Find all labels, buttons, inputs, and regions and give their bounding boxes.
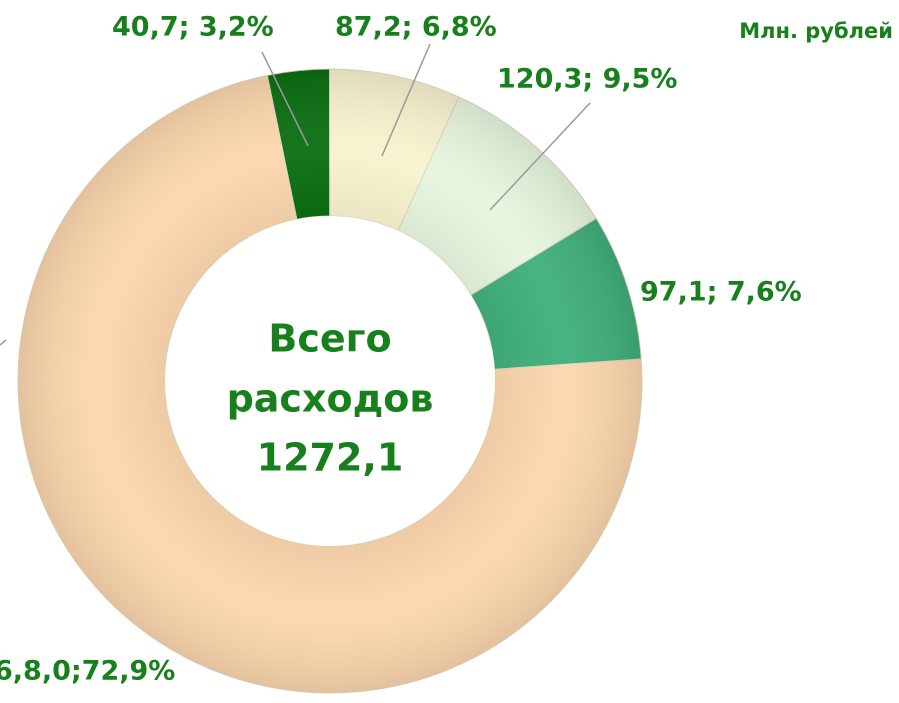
leader-line [381, 43, 431, 157]
center-label: Всего [268, 317, 391, 361]
leader-line [261, 51, 309, 147]
leader-line [489, 102, 591, 211]
center-label: расходов [227, 377, 434, 421]
unit-label: Млн. рублей [739, 19, 893, 43]
data-label: 97,1; 7,6% [640, 277, 802, 308]
data-label: 40,7; 3,2% [112, 12, 274, 43]
leader-line [0, 339, 7, 346]
data-label: 87,2; 6,8% [335, 12, 497, 43]
data-label: 120,3; 9,5% [497, 64, 677, 95]
hole [165, 216, 495, 546]
data-label: 6,8,0;72,9% [0, 656, 175, 687]
center-label: 1272,1 [257, 436, 404, 480]
